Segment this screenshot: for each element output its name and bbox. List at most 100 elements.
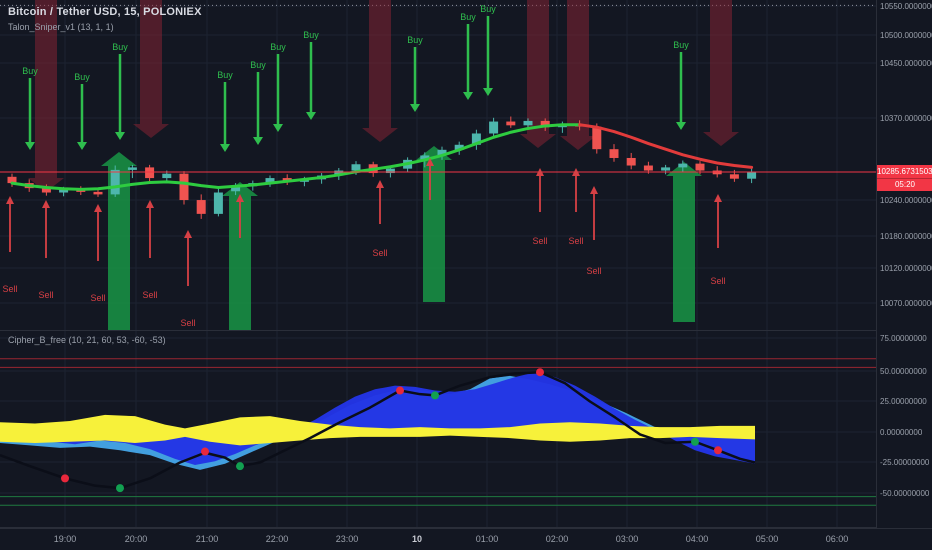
big-sell-arrow [28,0,64,192]
candle[interactable] [540,120,550,128]
time-axis-label[interactable]: 23:00 [335,534,359,544]
candle[interactable] [145,167,155,179]
buy-arrow-head [463,92,473,100]
candle[interactable] [489,121,499,134]
price-axis-label[interactable]: 75.00000000 [880,334,927,343]
sell-arrow-head [714,194,722,202]
price-axis-label[interactable]: 10450.00000000 [880,59,932,68]
sell-arrow-head [590,186,598,194]
candle[interactable] [265,178,275,184]
candle[interactable] [471,133,481,145]
candle[interactable] [420,155,430,160]
candle[interactable] [506,121,516,126]
buy-signal-label: Buy [22,66,38,76]
candle[interactable] [59,189,69,193]
price-axis-label[interactable]: -50.00000000 [880,489,930,498]
candle[interactable] [454,144,464,150]
candle[interactable] [747,171,757,179]
candle[interactable] [179,173,189,201]
pane-separator-bottom[interactable] [0,527,876,528]
sell-signal-label: Sell [90,293,105,303]
price-axis-label[interactable]: 10500.00000000 [880,31,932,40]
buy-signal-label: Buy [303,30,319,40]
time-axis-label[interactable]: 10 [411,534,422,544]
cipher-red-dot [714,446,722,455]
price-axis-label[interactable]: 10180.00000000 [880,232,932,241]
buy-signal-label: Buy [407,35,423,45]
time-axis[interactable]: 19:00 20:00 21:00 22:00 23:00 10 01:00 02:00 03:… [0,528,932,550]
candle[interactable] [661,167,671,171]
cipher-green-dot [236,462,244,471]
sell-arrow-head [6,196,14,204]
cipher-red-dot [396,386,404,395]
time-axis-label[interactable]: 21:00 [195,534,219,544]
time-axis-label[interactable]: 02:00 [545,534,569,544]
time-axis-label[interactable]: 01:00 [475,534,499,544]
time-axis-label[interactable]: 06:00 [825,534,849,544]
talon-ma-line [10,123,582,191]
main-price-pane[interactable]: Buy Buy Buy Buy Buy Buy Buy Buy Buy Buy Buy Sell Sel… [0,0,876,330]
sell-signal-label: Sell [710,276,725,286]
candle[interactable] [93,191,103,195]
candle[interactable] [196,200,206,214]
symbol-title[interactable]: Bitcoin / Tether USD, 15, POLONIEX [8,6,202,18]
candle[interactable] [609,149,619,158]
sell-signal-label: Sell [586,266,601,276]
indicator-cipher-label[interactable]: Cipher_B_free (10, 21, 60, 53, -60, -53) [8,335,166,345]
price-axis-label[interactable]: 25.00000000 [880,397,927,406]
big-sell-arrow [520,0,556,148]
candle[interactable] [643,165,653,171]
cipher-wave-blue [0,372,755,465]
buy-arrow-head [306,112,316,120]
time-axis-label[interactable]: 05:00 [755,534,779,544]
candle[interactable] [110,169,120,195]
time-axis-label[interactable]: 20:00 [124,534,148,544]
time-axis-label[interactable]: 22:00 [265,534,289,544]
buy-signal-label: Buy [74,72,90,82]
sell-arrow-head [184,230,192,238]
price-axis-label[interactable]: 10120.00000000 [880,264,932,273]
price-axis-label[interactable]: 10070.00000000 [880,299,932,308]
candle[interactable] [41,188,51,193]
oscillator-pane[interactable] [0,330,876,527]
price-axis-label[interactable]: 0.00000000 [880,428,923,437]
cipher-green-dot [691,437,699,446]
pane-separator[interactable] [0,330,876,331]
candle[interactable] [592,126,602,150]
candle[interactable] [523,120,533,126]
candle[interactable] [695,163,705,171]
price-axis-label[interactable]: 10240.00000000 [880,196,932,205]
sell-signal-label: Sell [372,248,387,258]
price-axis-label[interactable]: 10550.00000000 [880,2,932,11]
buy-arrow-head [25,142,35,150]
candle[interactable] [385,168,395,174]
current-price-tag[interactable]: 10285.67315038 05:20 [877,164,932,191]
candle[interactable] [127,167,137,170]
buy-arrow-head [115,132,125,140]
time-axis-label[interactable]: 03:00 [615,534,639,544]
buy-arrow-head [77,142,87,150]
price-axis[interactable]: 10550.00000000 10500.00000000 10450.000000… [876,0,932,528]
candle[interactable] [7,176,17,184]
price-axis-label[interactable]: 50.00000000 [880,367,927,376]
candle[interactable] [231,186,241,192]
buy-signal-label: Buy [112,42,128,52]
candle[interactable] [678,163,688,168]
candle[interactable] [729,174,739,179]
candle[interactable] [162,173,172,179]
sell-arrow-head [42,200,50,208]
sell-signal-label: Sell [142,290,157,300]
candle[interactable] [351,164,361,171]
talon-ma-line [578,123,754,169]
candle[interactable] [213,192,223,214]
candle[interactable] [626,157,636,166]
time-axis-label[interactable]: 04:00 [685,534,709,544]
price-axis-label[interactable]: 10370.00000000 [880,114,932,123]
time-axis-label[interactable]: 19:00 [53,534,77,544]
candle[interactable] [334,170,344,176]
candle[interactable] [437,149,447,156]
price-axis-label[interactable]: -25.00000000 [880,458,930,467]
sell-signal-label: Sell [532,236,547,246]
buy-signal-label: Buy [217,70,233,80]
indicator-talon-label[interactable]: Talon_Sniper_v1 (13, 1, 1) [8,22,114,32]
